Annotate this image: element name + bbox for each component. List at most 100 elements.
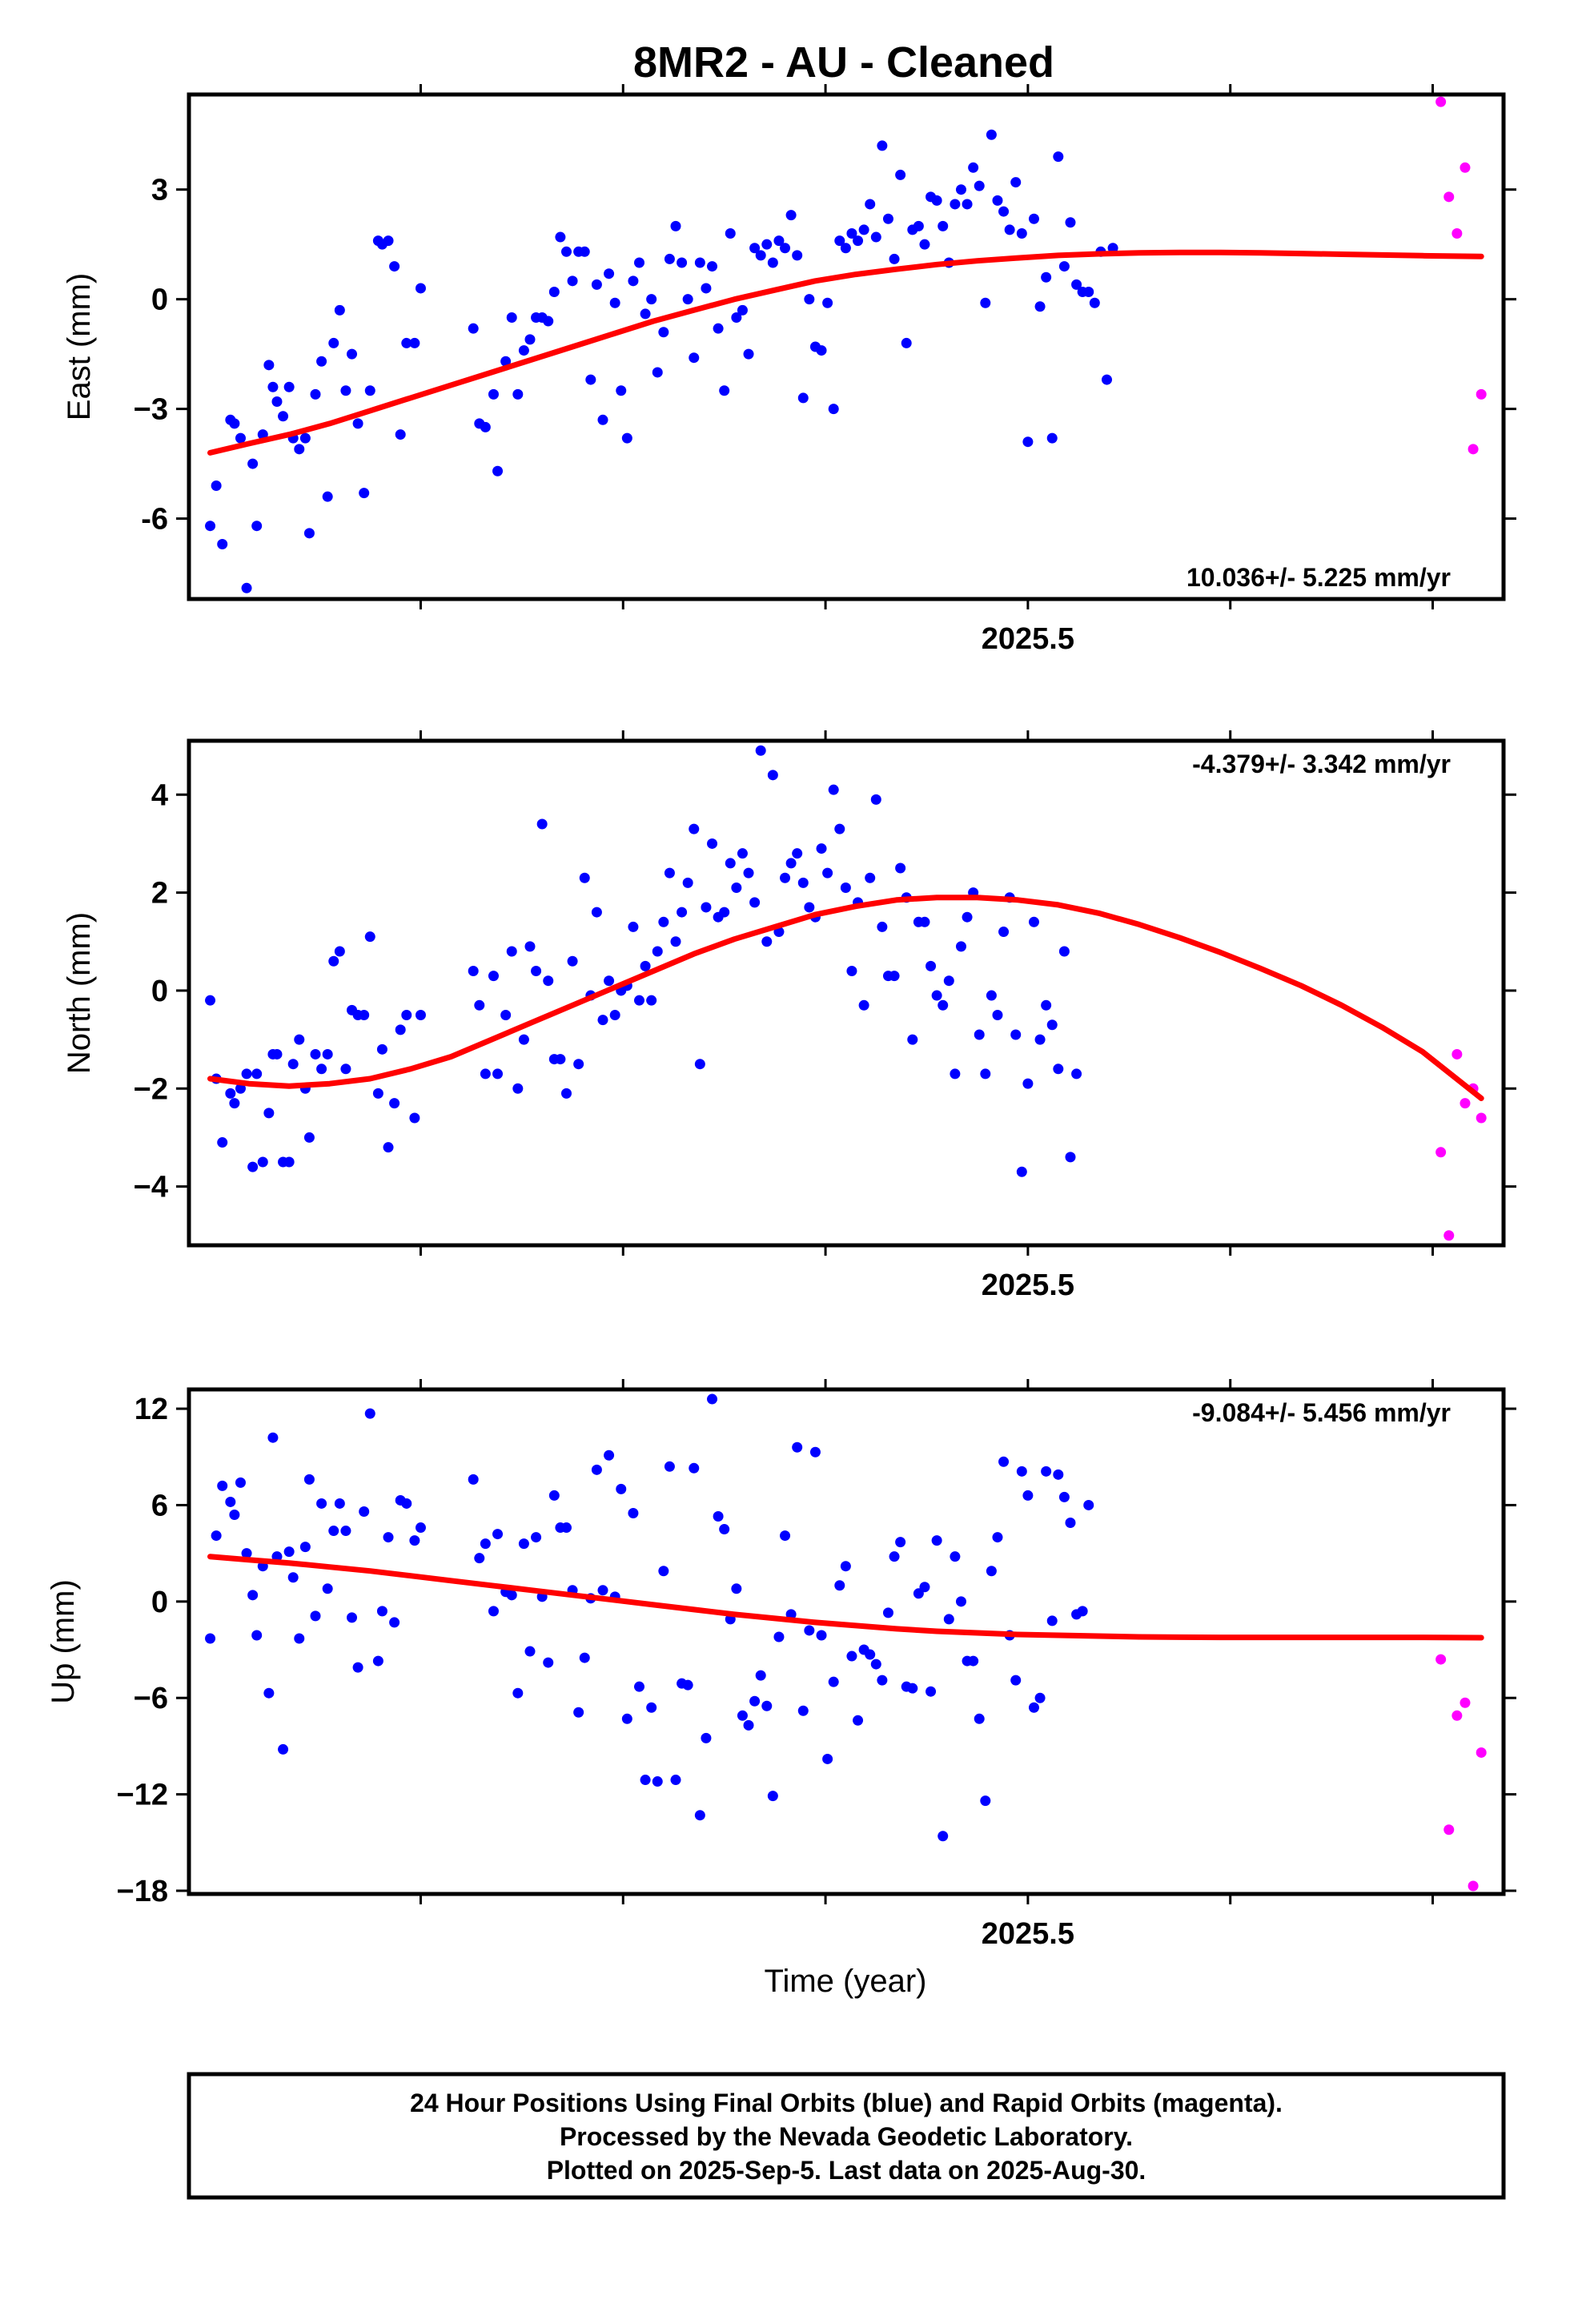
north-final-point [895,862,906,874]
north-final-point [560,1088,572,1099]
north-final-point [1381,0,1391,6]
up-final-point [480,1538,491,1550]
east-final-point [974,180,985,191]
up-final-point [1156,0,1166,6]
footer-line-2: Processed by the Nevada Geodetic Laborat… [560,2122,1133,2151]
east-final-point [1144,0,1154,6]
east-final-point [560,246,572,257]
up-final-point [846,1651,857,1662]
east-final-point [792,250,803,261]
north-final-point [1395,0,1406,6]
north-final-point [1223,0,1234,6]
up-final-point [604,1449,615,1461]
east-panel: -6 −3 0 3 2025.5 East (mm) 10.036+/- 5.225 mm/… [62,0,1516,656]
east-final-point [1401,0,1411,6]
north-final-point [1302,0,1312,6]
up-final-point [689,1462,700,1474]
east-final-point [1290,0,1300,6]
north-final-point [364,931,375,943]
up-final-point [1132,0,1142,6]
east-final-point [646,294,657,305]
up-final-point [579,1652,590,1663]
up-final-point [1407,0,1418,6]
up-final-point [401,1498,412,1509]
up-final-point [1254,0,1264,6]
up-ytick-label-4: 6 [151,1489,168,1522]
east-final-point [364,385,375,396]
up-final-point [853,1715,864,1726]
north-final-point [974,1029,985,1040]
east-rapid-point [1460,162,1471,173]
north-final-point [858,999,869,1011]
up-final-point [217,1480,228,1491]
east-final-point [938,220,949,231]
east-final-point [488,388,499,400]
north-final-point [1266,0,1276,6]
north-final-point [846,965,857,976]
north-final-point [524,941,536,952]
north-panel: −4 −2 0 2 4 2025.5 North (mm) -4.379+/- 3.342 m… [62,0,1516,1302]
north-final-point [1065,1152,1076,1163]
up-final-point [1271,0,1282,6]
east-final-point [585,374,596,385]
north-final-point [1369,0,1379,6]
east-final-point [670,220,681,231]
east-final-point [1217,0,1227,6]
east-xtick-label: 2025.5 [982,622,1074,656]
north-final-point [870,794,881,805]
up-final-point [591,1464,602,1475]
up-final-point [389,1617,400,1628]
up-final-point [1108,0,1118,6]
north-final-point [834,823,845,834]
east-final-point [828,404,839,415]
up-final-point [1290,0,1300,6]
up-final-point [1223,0,1234,6]
up-final-point [205,1633,216,1644]
up-final-point [1419,0,1430,6]
up-final-point [294,1633,305,1644]
east-final-point [1132,0,1142,6]
north-final-point [241,1068,252,1080]
north-final-point [980,1068,991,1080]
north-final-point [731,882,742,893]
up-final-point [980,1795,991,1807]
up-final-point [998,1456,1010,1467]
north-final-point [634,995,645,1006]
up-final-point [506,1590,517,1601]
north-final-point [1327,0,1337,6]
east-final-point [524,334,536,345]
up-final-point [1425,0,1435,6]
north-final-point [604,975,615,987]
east-final-point [294,444,305,455]
east-final-point [1327,0,1337,6]
east-final-point [755,250,766,261]
east-final-point [1259,0,1270,6]
up-final-point [931,1535,942,1546]
up-final-point [322,1583,333,1594]
east-final-point [310,388,321,400]
up-final-point [316,1498,327,1509]
up-final-point [1302,0,1312,6]
east-final-point [579,246,590,257]
up-final-point [1041,1466,1052,1477]
up-final-point [1375,0,1385,6]
up-final-point [877,1675,888,1686]
east-final-point [1004,224,1015,235]
north-final-point [492,1068,504,1080]
east-final-point [468,323,479,334]
up-final-point [822,1753,833,1764]
north-rate-label: -4.379+/- 3.342 mm/yr [1192,750,1451,778]
north-final-point [1162,0,1173,6]
north-final-point [1041,999,1052,1011]
up-final-point [1168,0,1178,6]
up-final-point [701,1732,712,1743]
chart-title: 8MR2 - AU - Cleaned [633,38,1054,86]
east-final-point [1381,0,1391,6]
up-rapid-point [1443,1824,1455,1835]
north-final-point [543,975,554,987]
up-final-point [492,1529,504,1540]
up-final-point [804,1625,815,1636]
east-final-point [1278,0,1288,6]
north-final-point [372,1088,383,1099]
north-final-point [1090,0,1100,6]
